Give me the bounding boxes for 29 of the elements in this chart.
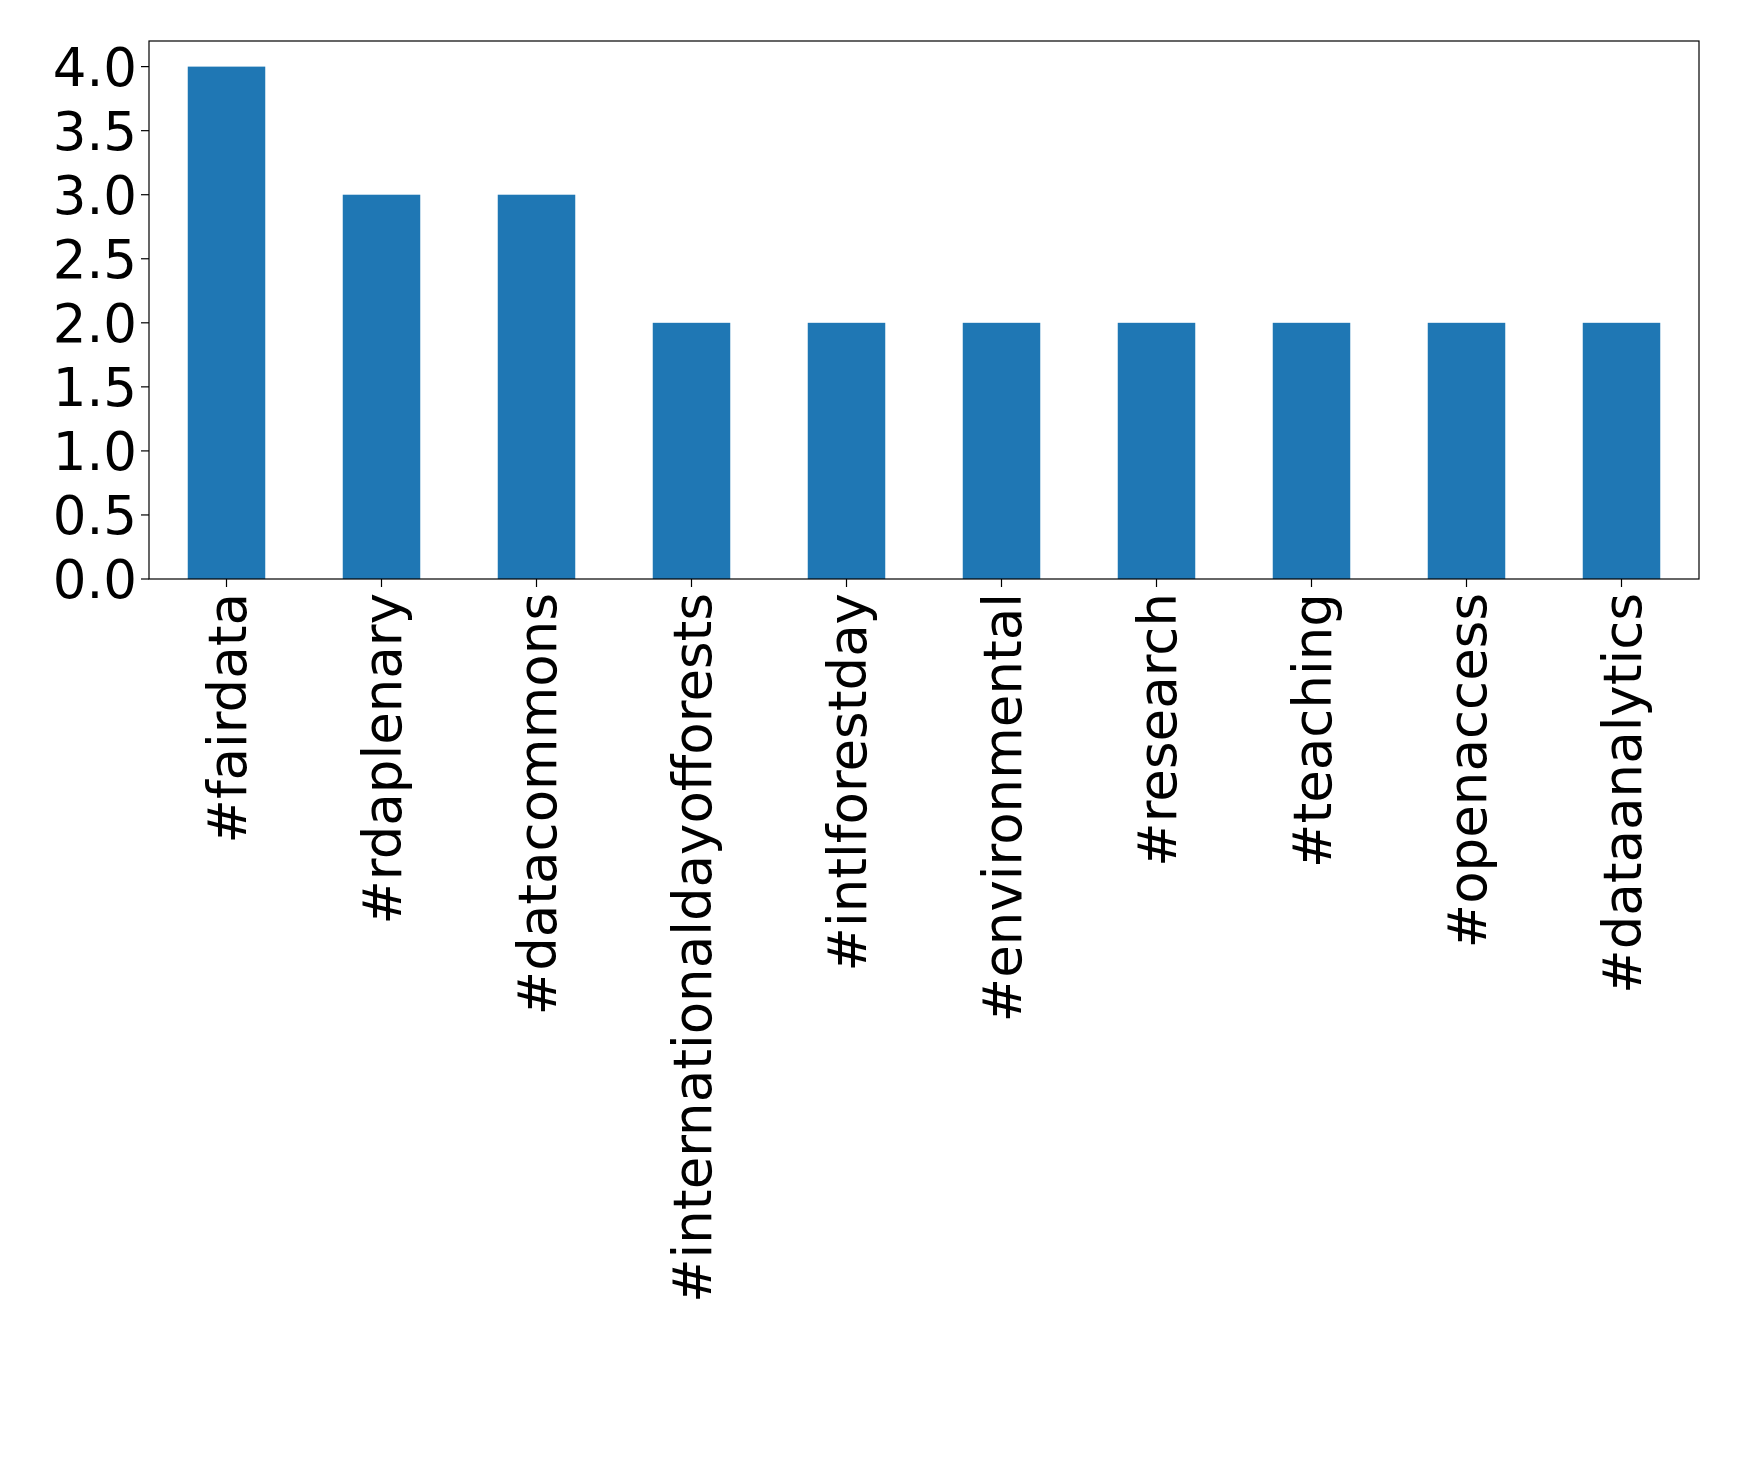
bar xyxy=(1427,322,1506,579)
y-tick-label: 1.0 xyxy=(52,420,137,482)
y-tick-label: 2.0 xyxy=(52,292,137,354)
x-tick-label: #rdaplenary xyxy=(351,593,413,925)
x-tick-label: #environmental xyxy=(971,593,1033,1023)
y-tick-label: 0.0 xyxy=(52,549,137,611)
x-tick-label: #openaccess xyxy=(1436,593,1498,949)
bar xyxy=(807,322,886,579)
x-tick-label: #research xyxy=(1126,593,1188,867)
bar xyxy=(1272,322,1351,579)
x-tick-label: #dataanalytics xyxy=(1591,593,1653,994)
y-tick-label: 1.5 xyxy=(52,356,137,418)
x-tick-label: #fairdata xyxy=(196,593,258,844)
y-tick-label: 4.0 xyxy=(52,36,137,98)
bar xyxy=(962,322,1041,579)
y-tick-label: 2.5 xyxy=(52,228,137,290)
y-tick-label: 3.5 xyxy=(52,100,137,162)
bar xyxy=(497,194,576,579)
y-tick-label: 3.0 xyxy=(52,164,137,226)
x-tick-label: #datacommons xyxy=(506,593,568,1016)
y-tick-label: 0.5 xyxy=(52,485,137,547)
bar xyxy=(652,322,731,579)
bar xyxy=(1582,322,1661,579)
x-tick-label: #teaching xyxy=(1281,593,1343,868)
x-tick-label: #internationaldayofforests xyxy=(661,593,723,1303)
bar xyxy=(1117,322,1196,579)
bar xyxy=(187,66,266,579)
x-tick-label: #intlforestday xyxy=(816,593,878,972)
bar xyxy=(342,194,421,579)
